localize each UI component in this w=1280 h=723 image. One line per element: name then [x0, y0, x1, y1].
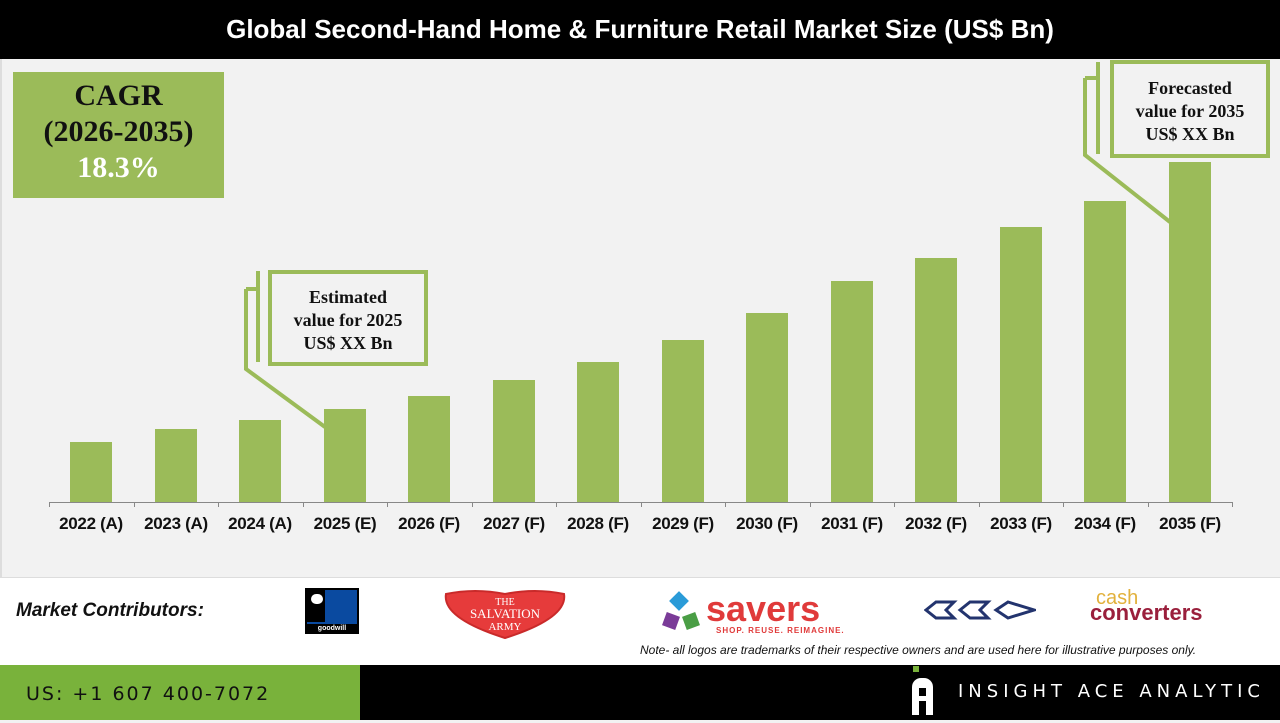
bar	[408, 396, 450, 502]
x-axis-tick	[134, 502, 135, 507]
svg-text:ARMY: ARMY	[488, 621, 521, 633]
cagr-label: CAGR	[74, 79, 163, 112]
x-axis-label: 2030 (F)	[736, 514, 798, 533]
x-axis-tick	[894, 502, 895, 507]
contributors-label: Market Contributors:	[16, 600, 204, 621]
x-axis-label: 2033 (F)	[990, 514, 1052, 533]
x-axis-label: 2023 (A)	[144, 514, 208, 533]
x-axis-tick	[1063, 502, 1064, 507]
bar	[577, 362, 619, 502]
salvation-army-logo: THE SALVATION ARMY	[444, 590, 566, 640]
forecasted-line3: US$ XX Bn	[1145, 124, 1235, 144]
x-axis-tick	[218, 502, 219, 507]
bar	[239, 420, 281, 502]
x-axis-tick	[387, 502, 388, 507]
bar	[1084, 201, 1126, 502]
estimated-line1: Estimated	[309, 287, 387, 307]
x-axis-label: 2031 (F)	[821, 514, 883, 533]
x-axis-tick	[303, 502, 304, 507]
x-axis-label: 2027 (F)	[483, 514, 545, 533]
savers-logo: savers SHOP. REUSE. REIMAGINE.	[662, 588, 862, 636]
goodwill-logo: goodwill	[305, 588, 359, 634]
bar	[831, 281, 873, 502]
x-axis-label: 2026 (F)	[398, 514, 460, 533]
forecasted-line2: value for 2035	[1135, 101, 1245, 121]
brand-name: INSIGHT ACE ANALYTIC	[958, 681, 1265, 702]
page-title: Global Second-Hand Home & Furniture Reta…	[0, 0, 1280, 59]
estimated-line3: US$ XX Bn	[303, 333, 393, 353]
x-axis-label: 2024 (A)	[228, 514, 292, 533]
contact-phone[interactable]: US: +1 607 400-7072	[0, 665, 360, 720]
x-axis-tick	[472, 502, 473, 507]
cagr-period: (2026-2035)	[43, 115, 194, 148]
cagr-box: CAGR (2026-2035) 18.3%	[13, 72, 224, 198]
x-axis-tick	[556, 502, 557, 507]
bar	[155, 429, 197, 502]
x-axis-label: 2028 (F)	[567, 514, 629, 533]
brand-logo-icon	[912, 666, 934, 716]
bar	[493, 380, 535, 502]
bar	[915, 258, 957, 502]
svg-text:THE: THE	[495, 597, 514, 608]
goodwill-text: goodwill	[307, 624, 357, 634]
estimated-callout: Estimated value for 2025 US$ XX Bn	[268, 270, 428, 366]
x-axis-label: 2022 (A)	[59, 514, 123, 533]
footer-brand-bar	[360, 665, 1280, 720]
trademark-note: Note- all logos are trademarks of their …	[640, 643, 1197, 657]
x-axis-tick	[725, 502, 726, 507]
bar	[1000, 227, 1042, 502]
x-axis-label: 2032 (F)	[905, 514, 967, 533]
x-axis-tick	[49, 502, 50, 507]
forecasted-callout: Forecasted value for 2035 US$ XX Bn	[1110, 60, 1270, 158]
x-axis-tick	[641, 502, 642, 507]
x-axis-label: 2025 (E)	[313, 514, 377, 533]
bar	[324, 409, 366, 502]
bar	[70, 442, 112, 502]
forecasted-line1: Forecasted	[1148, 78, 1232, 98]
geo-logo	[924, 600, 1036, 620]
bar	[662, 340, 704, 502]
x-axis-label: 2035 (F)	[1159, 514, 1221, 533]
x-axis-tick	[979, 502, 980, 507]
cagr-value: 18.3%	[77, 151, 160, 184]
bar	[1169, 162, 1211, 502]
estimated-line2: value for 2025	[293, 310, 403, 330]
x-axis-tick	[1232, 502, 1233, 507]
x-axis-label: 2029 (F)	[652, 514, 714, 533]
savers-tagline: SHOP. REUSE. REIMAGINE.	[716, 626, 845, 635]
svg-text:SALVATION: SALVATION	[470, 606, 541, 621]
cash-converters-logo: cash converters	[1090, 587, 1203, 625]
contributors-section	[0, 577, 1280, 665]
bar	[746, 313, 788, 502]
x-axis-tick	[810, 502, 811, 507]
x-axis-label: 2034 (F)	[1074, 514, 1136, 533]
x-axis-tick	[1148, 502, 1149, 507]
x-axis	[49, 502, 1232, 503]
